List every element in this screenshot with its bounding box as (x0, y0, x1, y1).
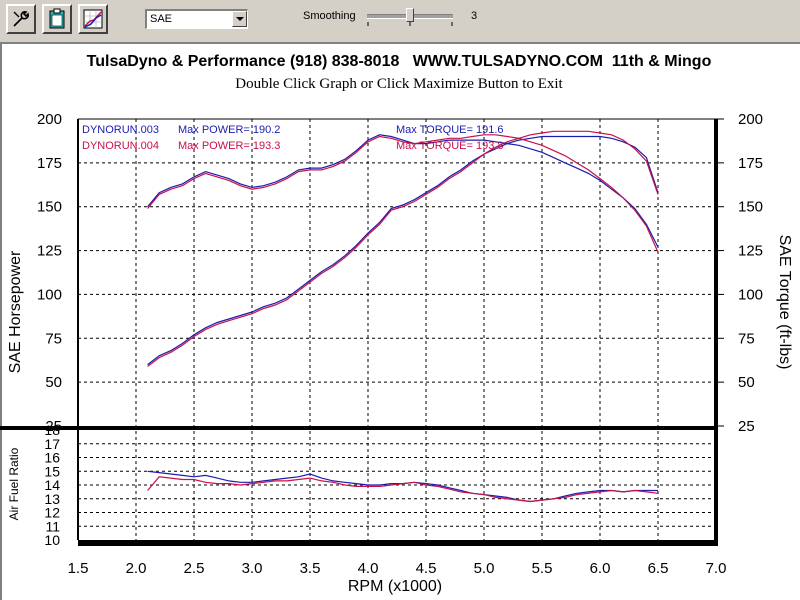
smoothing-value: 3 (471, 10, 478, 22)
y-axis-label-right: SAE Torque (ft-lbs) (776, 235, 793, 370)
legend-max-torque: Max TORQUE= 193.8 (396, 140, 504, 152)
y-tick-label-right: 200 (738, 111, 763, 128)
x-tick-label: 7.0 (706, 560, 727, 577)
y-tick-label-lower: 10 (44, 532, 60, 548)
y-tick-label-right: 125 (738, 243, 763, 260)
y-tick-label-lower: 12 (44, 505, 60, 521)
x-tick-label: 5.5 (532, 560, 553, 577)
y-tick-label-lower: 11 (45, 518, 60, 534)
legend-max-power: Max POWER= 190.2 (178, 124, 280, 136)
y-tick-label-lower: 17 (44, 436, 60, 452)
series-line-dynorun-004-afr (147, 476, 659, 503)
chart-title: TulsaDyno & Performance (918) 838-8018 W… (87, 53, 712, 70)
y-tick-label-left: 100 (37, 286, 62, 303)
y-tick-label-right: 175 (738, 155, 763, 172)
x-tick-label: 3.5 (300, 560, 321, 577)
series-line-dynorun-004-horsepower (147, 130, 659, 367)
legend-max-power: Max POWER= 193.3 (178, 140, 280, 152)
y-axis-label-lower: Air Fuel Ratio (7, 447, 21, 520)
y-tick-label-left: 200 (37, 111, 62, 128)
smoothing-slider-ticks (367, 22, 453, 26)
y-tick-label-left: 75 (45, 330, 62, 347)
y-tick-label-left: 175 (37, 155, 62, 172)
y-tick-label-left: 150 (37, 199, 62, 216)
x-tick-label: 3.0 (242, 560, 263, 577)
y-tick-label-right: 150 (738, 199, 763, 216)
series-line-dynorun-003-torque (147, 134, 659, 248)
dyno-chart[interactable]: TulsaDyno & Performance (918) 838-8018 W… (0, 42, 800, 600)
series-line-dynorun-003-afr (147, 470, 658, 503)
panel-divider (0, 426, 716, 430)
y-tick-label-left: 125 (37, 243, 62, 260)
y-tick-label-lower: 15 (44, 463, 60, 479)
y-tick-label-lower: 13 (44, 491, 60, 507)
correction-value: SAE (150, 13, 173, 25)
toolbar: SAE Smoothing 3 (0, 0, 800, 36)
correction-select[interactable]: SAE (145, 9, 248, 29)
chevron-down-icon[interactable] (232, 11, 247, 27)
legend-max-torque: Max TORQUE= 191.6 (396, 124, 504, 136)
y-tick-label-right: 50 (738, 374, 755, 391)
legend-run-name: DYNORUN.003 (82, 124, 159, 136)
x-axis (78, 540, 718, 546)
graph-icon[interactable] (78, 4, 108, 34)
y-tick-label-right: 75 (738, 330, 755, 347)
series-line-dynorun-003-horsepower (147, 135, 659, 366)
x-tick-label: 1.5 (68, 560, 89, 577)
x-tick-label: 6.5 (648, 560, 669, 577)
smoothing-label: Smoothing (303, 10, 356, 22)
y-tick-label-right: 100 (738, 286, 763, 303)
y-axis-label-left: SAE Horsepower (7, 250, 24, 373)
series-line-dynorun-004-torque (147, 134, 659, 253)
chart-frame (0, 42, 800, 600)
legend-run-name: DYNORUN.004 (82, 140, 159, 152)
y-tick-label-lower: 16 (44, 450, 60, 466)
smoothing-slider-thumb[interactable] (406, 8, 414, 22)
x-tick-label: 4.5 (416, 560, 437, 577)
y-tick-label-left: 50 (45, 374, 62, 391)
y-tick-label-right: 25 (738, 418, 755, 435)
clipboard-icon[interactable] (42, 4, 72, 34)
chart-subtitle: Double Click Graph or Click Maximize But… (235, 76, 563, 92)
x-tick-label: 2.0 (126, 560, 147, 577)
x-tick-label: 6.0 (590, 560, 611, 577)
y-tick-label-lower: 14 (44, 477, 60, 493)
wrench-icon[interactable] (6, 4, 36, 34)
x-axis-label: RPM (x1000) (348, 578, 442, 595)
x-tick-label: 4.0 (358, 560, 379, 577)
x-tick-label: 2.5 (184, 560, 205, 577)
x-tick-label: 5.0 (474, 560, 495, 577)
